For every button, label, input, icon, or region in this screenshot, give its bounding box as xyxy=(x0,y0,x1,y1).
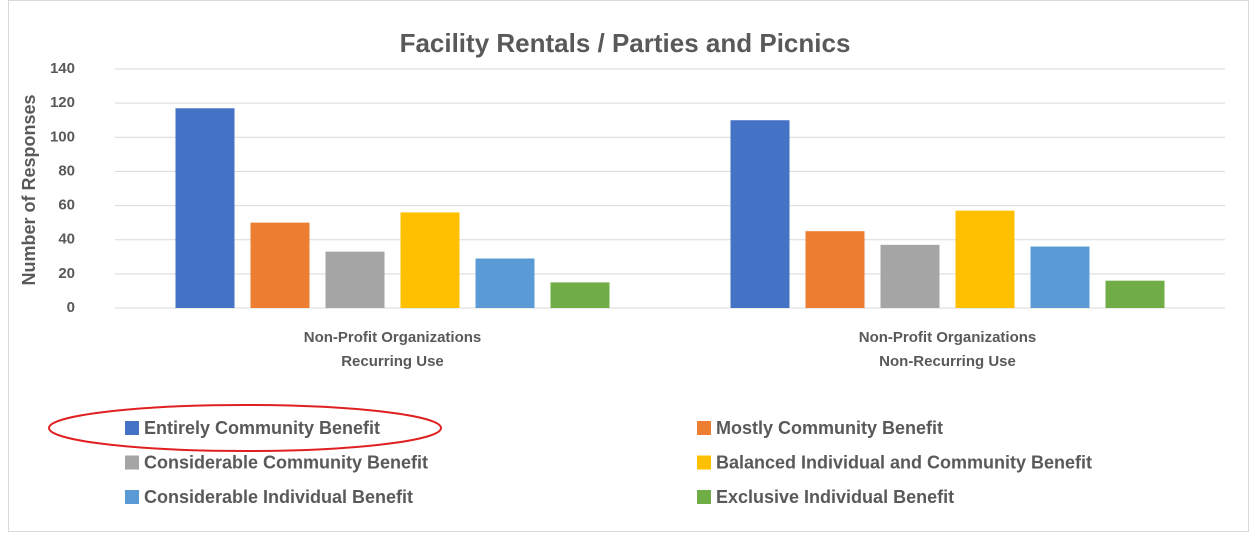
legend-label: Balanced Individual and Community Benefi… xyxy=(716,452,1092,472)
chart-title: Facility Rentals / Parties and Picnics xyxy=(400,28,851,58)
y-tick-label: 40 xyxy=(58,231,75,248)
y-tick-label: 80 xyxy=(58,162,75,179)
highlight-ellipse xyxy=(48,404,442,452)
bar xyxy=(550,282,610,308)
bar xyxy=(730,120,790,308)
legend-swatch xyxy=(697,490,711,504)
y-tick-label: 100 xyxy=(50,128,75,145)
bar xyxy=(880,244,940,308)
x-tick-label: Non-Profit Organizations Recurring Use xyxy=(303,329,482,370)
bar xyxy=(400,212,460,308)
bar xyxy=(1105,280,1165,308)
legend-label: Considerable Individual Benefit xyxy=(144,487,413,507)
y-tick-label: 140 xyxy=(50,60,75,77)
y-tick-label: 60 xyxy=(58,197,75,214)
y-tick-label: 0 xyxy=(67,299,75,316)
legend-label: Entirely Community Benefit xyxy=(144,418,380,438)
bar xyxy=(805,231,865,308)
legend-label: Exclusive Individual Benefit xyxy=(716,487,954,507)
bar xyxy=(475,258,535,308)
x-tick-label: Non-Profit Organizations Non-Recurring U… xyxy=(858,329,1037,370)
bar xyxy=(250,222,310,308)
bar xyxy=(175,108,235,308)
y-tick-label: 20 xyxy=(58,265,75,282)
legend-swatch xyxy=(125,455,139,470)
bar xyxy=(325,251,385,308)
legend-swatch xyxy=(697,421,711,435)
chart-border xyxy=(8,0,1249,532)
legend-swatch xyxy=(125,490,139,504)
legend-swatch xyxy=(697,455,711,470)
legend-swatch xyxy=(125,421,139,435)
bar xyxy=(1030,246,1090,308)
y-tick-label: 120 xyxy=(50,94,75,111)
y-axis-title: Number of Responses xyxy=(19,94,39,285)
legend-label: Mostly Community Benefit xyxy=(716,418,943,438)
legend-label: Considerable Community Benefit xyxy=(144,452,428,472)
bar xyxy=(955,210,1015,308)
